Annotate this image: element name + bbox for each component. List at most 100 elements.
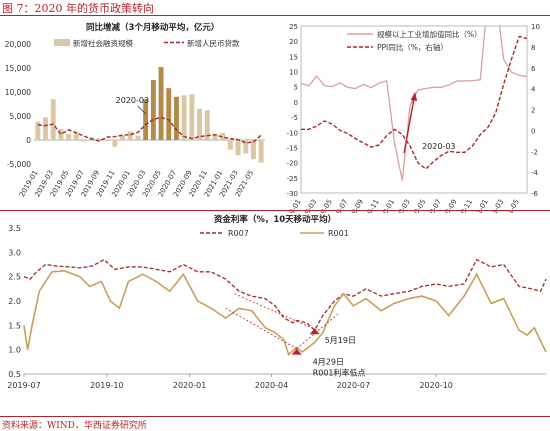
chart2-legend-label-industry: 规模以上工业增加值同比（%） <box>377 29 482 39</box>
chart1-y-tick: 15,000 <box>5 64 31 73</box>
chart1-bar <box>58 128 64 140</box>
chart1-bar <box>204 110 210 140</box>
chart2-y-tick-left: -20 <box>287 160 298 168</box>
chart2-y-tick-right: -2 <box>531 148 538 156</box>
chart2-frame <box>300 25 528 194</box>
chart3-y-tick: 1.0 <box>8 346 21 355</box>
chart2-y-tick-left: 5 <box>294 84 298 92</box>
chart1-bar <box>158 67 164 140</box>
chart1-legend-swatch-bar <box>54 39 70 46</box>
source-rule <box>0 416 550 417</box>
chart1-bar <box>96 138 102 140</box>
chart2-y-tick-right: 2 <box>531 107 535 115</box>
chart3-guide-3 <box>296 312 340 349</box>
chart3-legend-label-r001: R001 <box>328 229 349 238</box>
chart1-bar <box>197 108 203 140</box>
chart1-bar <box>220 132 226 140</box>
chart2-y-tick-left: 25 <box>289 23 298 31</box>
chart2-y-tick-right: 0 <box>531 127 535 135</box>
chart1-bar <box>243 140 249 154</box>
chart3-r001-line <box>23 270 547 356</box>
chart1-bar <box>127 131 133 140</box>
chart3-y-tick: 2.0 <box>8 297 21 306</box>
chart2-ppi-line <box>301 35 528 170</box>
chart1-bar <box>250 140 256 160</box>
chart3-y-tick: 2.5 <box>8 273 21 282</box>
chart2-legend-label-ppi: PPI同比（%，右轴） <box>377 42 448 52</box>
chart1-title: 同比增减（3个月移动平均，亿元） <box>86 22 219 33</box>
chart3-annotation-low: R001利率低点 <box>313 368 366 378</box>
chart2-y-tick-right: 10 <box>531 23 540 31</box>
chart2-y-tick-left: -5 <box>291 114 298 122</box>
chart3-legend-label-r007: R007 <box>228 229 249 238</box>
chart1-annotation: 2020-03 <box>116 96 149 105</box>
chart1-bar <box>66 134 72 140</box>
middle-rule <box>0 210 550 211</box>
chart-industry-ppi: 2520151050-5-10-15-20-25-301086420-2-4-6… <box>281 23 540 213</box>
chart1-bar <box>150 80 156 140</box>
chart2-y-tick-left: 0 <box>294 99 298 107</box>
chart3-marker-may19 <box>309 328 320 335</box>
chart1-bar <box>120 135 126 140</box>
chart3-annotation-date-apr29: 4月29日 <box>313 358 344 367</box>
chart2-annotation-arrowhead <box>410 92 418 101</box>
chart1-bar <box>173 96 179 140</box>
chart1-bar <box>212 134 218 140</box>
chart3-x-tick: 2020-04 <box>255 381 288 390</box>
chart1-bar <box>43 117 49 140</box>
chart1-y-tick: 5,000 <box>10 112 32 121</box>
chart3-r007-line <box>23 258 547 332</box>
chart2-y-tick-left: -25 <box>287 175 298 183</box>
chart1-bar <box>166 88 172 140</box>
chart3-y-tick: 1.5 <box>8 321 21 330</box>
title-rule <box>0 15 550 16</box>
chart3-x-tick: 2020-10 <box>419 381 452 390</box>
chart2-y-tick-left: 20 <box>289 38 298 46</box>
chart1-bar <box>50 99 56 140</box>
chart1-y-tick: 0 <box>26 136 31 145</box>
chart2-annotation-arrow <box>403 97 415 154</box>
chart1-bar <box>112 140 118 147</box>
chart1-annotation-pointer <box>137 105 146 115</box>
source-note: 资料来源：WIND，华西证券研究所 <box>2 421 147 431</box>
chart1-bar <box>235 140 241 156</box>
chart2-y-tick-left: -30 <box>287 190 298 198</box>
chart2-annotation: 2020-03 <box>422 142 455 151</box>
chart2-y-tick-right: -4 <box>531 169 539 177</box>
figure-title: 图 7：2020 年的货币政策转向 <box>2 2 154 15</box>
chart3-x-tick: 2019-10 <box>90 381 123 390</box>
chart1-y-tick: 20,000 <box>5 40 31 49</box>
chart2-y-tick-left: 15 <box>289 53 298 61</box>
chart1-y-tick: -5,000 <box>7 160 31 169</box>
chart1-bar <box>181 95 187 140</box>
chart3-x-tick: 2019-07 <box>7 381 40 390</box>
chart2-y-tick-left: 10 <box>289 69 298 77</box>
chart1-bar <box>81 140 87 142</box>
chart3-x-tick: 2020-01 <box>173 381 206 390</box>
chart1-bar <box>104 140 110 141</box>
chart1-legend-label-bar: 新增社会融资规模 <box>73 38 133 48</box>
chart3-marker-apr29 <box>291 348 302 355</box>
chart2-y-tick-right: 6 <box>531 65 536 73</box>
chart1-bar <box>35 121 41 140</box>
chart2-y-tick-right: 4 <box>531 86 536 94</box>
chart1-bar <box>227 140 233 150</box>
chart3-title: 资金利率（%，10天移动平均） <box>214 214 336 225</box>
chart3-annotation-date-may19: 5月19日 <box>325 336 356 345</box>
chart1-bar <box>258 140 264 163</box>
chart3-y-tick: 0.5 <box>8 370 21 379</box>
chart2-y-tick-left: -10 <box>287 129 298 137</box>
chart3-guide-1 <box>234 293 315 330</box>
chart3-y-tick: 3.0 <box>8 248 21 257</box>
chart1-loans-line <box>37 116 262 144</box>
chart1-legend-label-line: 新增人民币贷款 <box>187 38 240 48</box>
chart3-guide-2 <box>225 307 297 350</box>
chart1-bar <box>135 135 141 140</box>
chart-financing-loans: 同比增减（3个月移动平均，亿元） 新增社会融资规模 新增人民币贷款 20,000 15,… <box>5 22 265 198</box>
chart2-y-tick-right: -6 <box>531 190 539 198</box>
chart1-bar <box>143 99 149 140</box>
chart3-y-tick: 3.5 <box>8 224 21 233</box>
chart1-bar <box>189 94 195 140</box>
chart1-bar <box>73 132 79 140</box>
chart1-y-tick: 10,000 <box>5 88 31 97</box>
